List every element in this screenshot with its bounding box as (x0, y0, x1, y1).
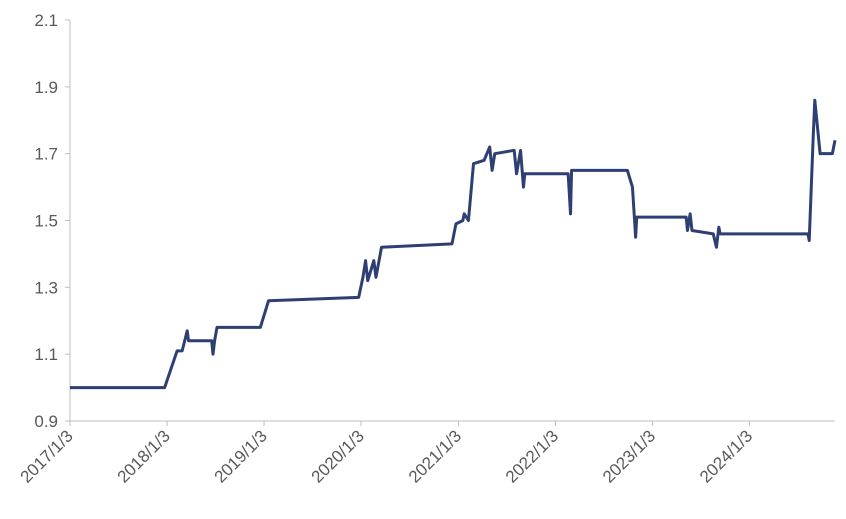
y-tick-label: 1.7 (34, 145, 58, 164)
x-tick-label: 2024/1/3 (696, 426, 756, 486)
x-tick-label: 2018/1/3 (114, 426, 174, 486)
x-tick-label: 2023/1/3 (599, 426, 659, 486)
x-tick-label: 2021/1/3 (405, 426, 465, 486)
line-series (70, 98, 837, 390)
x-tick-label: 2017/1/3 (17, 426, 77, 486)
y-tick-label: 1.9 (34, 78, 58, 97)
y-tick-label: 1.5 (34, 212, 58, 231)
y-tick-label: 1.3 (34, 278, 58, 297)
x-tick-label: 2019/1/3 (211, 426, 271, 486)
x-tick-label: 2020/1/3 (308, 426, 368, 486)
y-tick-label: 0.9 (34, 412, 58, 431)
x-tick-label: 2022/1/3 (502, 426, 562, 486)
y-tick-label: 2.1 (34, 11, 58, 30)
y-tick-label: 1.1 (34, 345, 58, 364)
